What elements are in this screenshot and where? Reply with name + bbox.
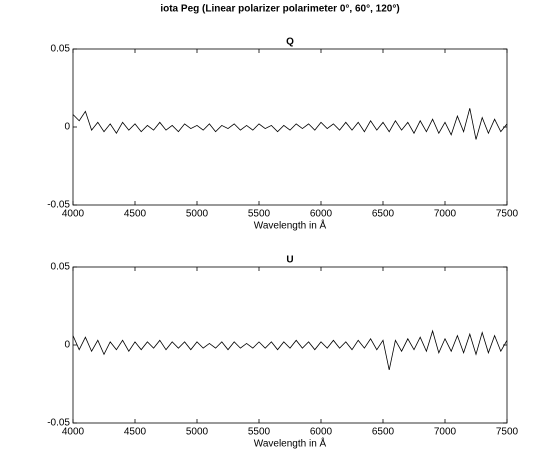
x-tick-label: 4500 [124,209,147,220]
x-tick-label: 6000 [310,427,333,438]
y-tick-label: 0 [64,340,70,351]
x-axis-label: Wavelength in Å [254,219,327,232]
x-tick-label: 6500 [372,427,395,438]
x-tick-label: 4000 [62,427,85,438]
figure-title: iota Peg (Linear polarizer polarimeter 0… [160,4,399,15]
x-tick-label: 7000 [434,427,457,438]
plot-title: Q [286,37,294,48]
data-line [72,329,508,371]
y-tick-label: -0.05 [47,418,70,429]
x-tick-label: 5500 [248,427,271,438]
y-tick-label: 0.05 [51,44,71,55]
x-tick-label: 4500 [124,427,147,438]
x-tick-label: 7000 [434,209,457,220]
x-tick-label: 5000 [186,427,209,438]
x-tick-label: 5500 [248,209,271,220]
y-tick-label: 0 [64,122,70,133]
x-tick-label: 7500 [496,209,519,220]
x-tick-label: 6000 [310,209,333,220]
x-tick-label: 5000 [186,209,209,220]
plot-title: U [286,255,293,266]
x-tick-label: 4000 [62,209,85,220]
y-tick-label: 0.05 [51,262,71,273]
x-axis-label: Wavelength in Å [254,437,327,450]
y-tick-label: -0.05 [47,200,70,211]
x-tick-label: 6500 [372,209,395,220]
data-line [72,108,508,140]
x-tick-label: 7500 [496,427,519,438]
